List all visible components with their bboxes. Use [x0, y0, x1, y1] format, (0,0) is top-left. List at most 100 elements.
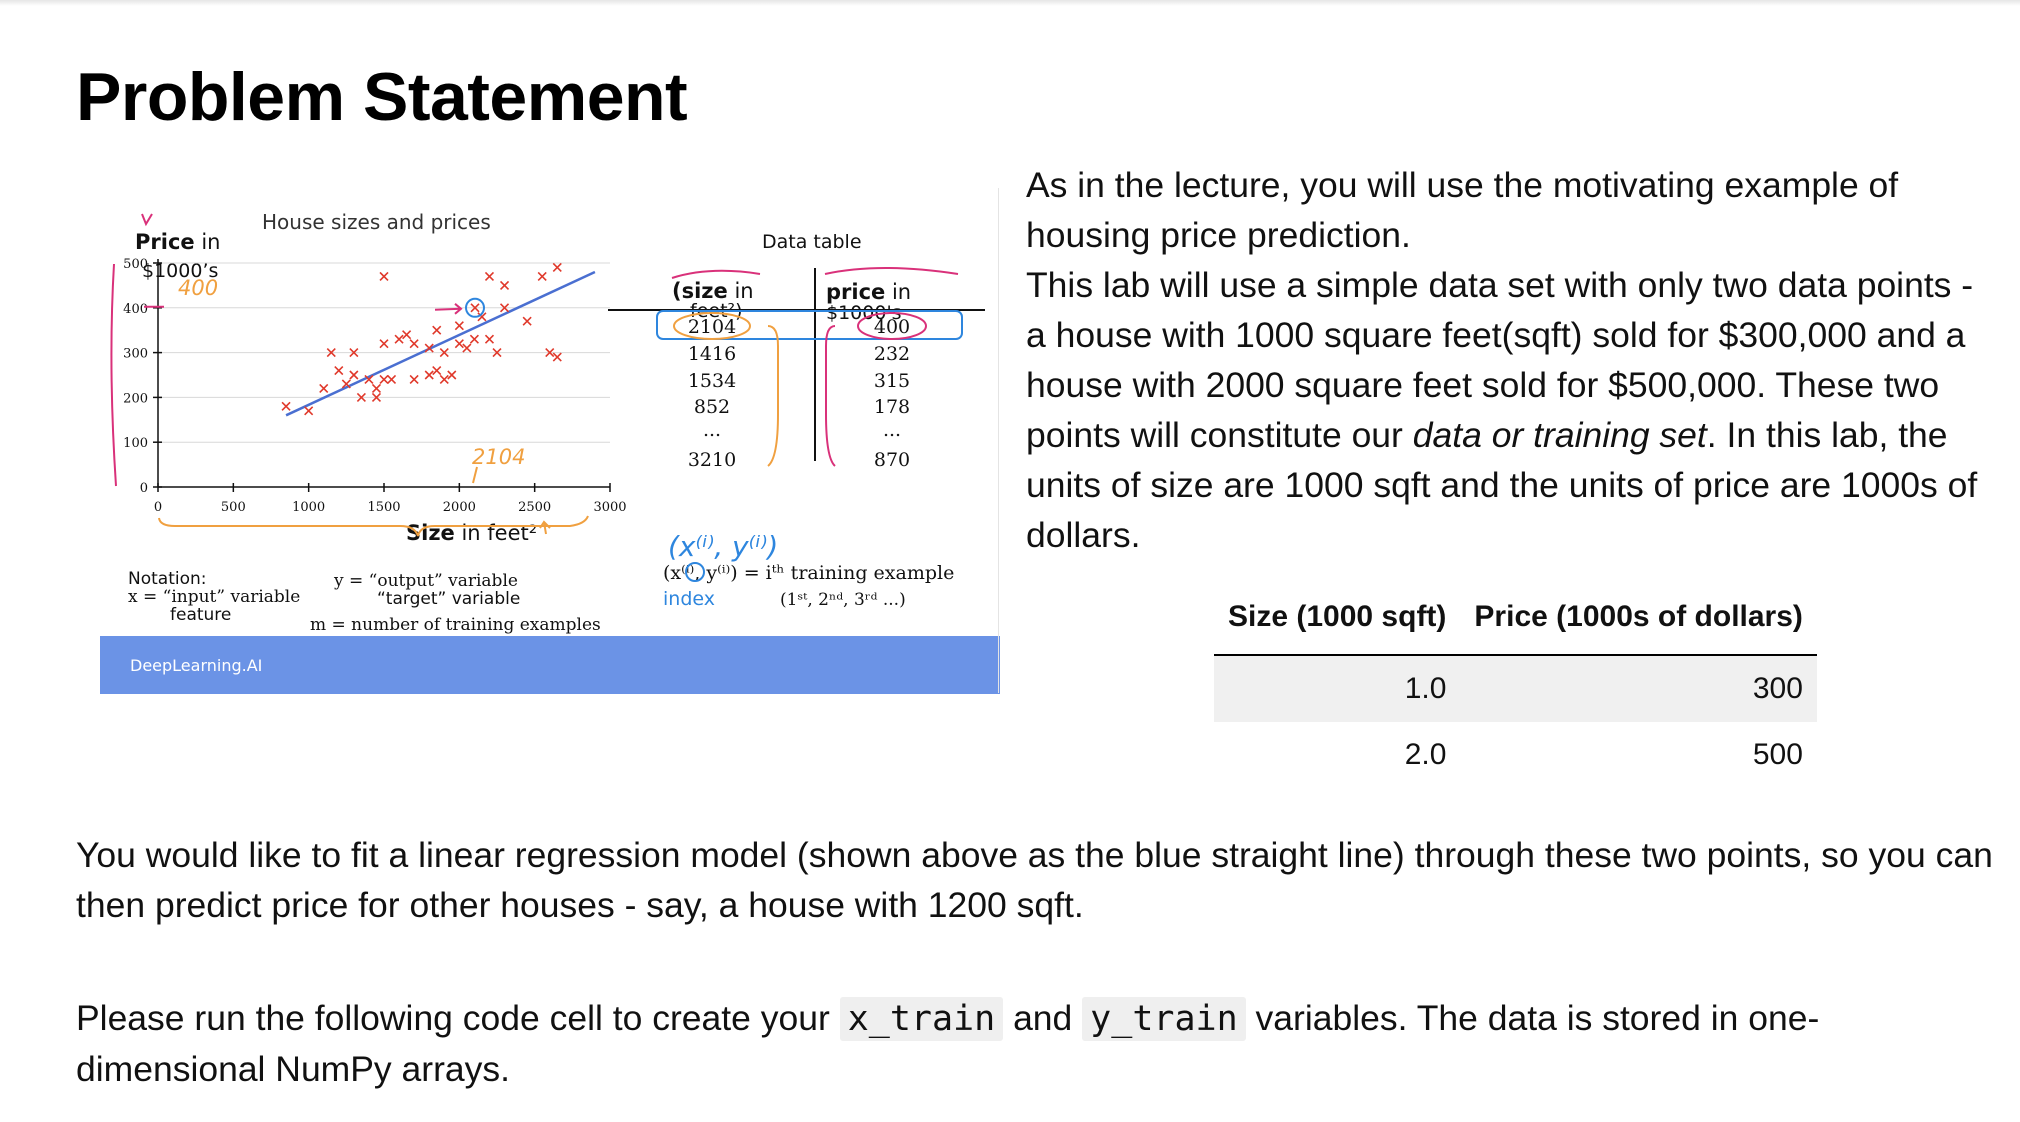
data-point — [379, 374, 389, 385]
data-point — [499, 280, 510, 290]
data-point — [371, 383, 382, 394]
data-point — [281, 401, 291, 411]
data-point — [492, 348, 502, 358]
y-tick-label: 200 — [123, 391, 148, 406]
hand-mark-x2104 — [472, 466, 478, 484]
data-point — [499, 303, 510, 313]
data-point — [304, 406, 314, 416]
x-tick-label: 2500 — [518, 500, 551, 515]
column-divider — [998, 188, 999, 693]
y-tick-label: 400 — [123, 302, 148, 317]
data-table-price-cell: 232 — [874, 343, 910, 365]
data-point — [439, 348, 449, 358]
data-table-size-cell: ... — [703, 419, 721, 441]
data-point — [349, 348, 359, 358]
y-axis-label-line2: $1000’s — [142, 260, 218, 282]
notation-ordinals: (1ˢᵗ, 2ⁿᵈ, 3ʳᵈ ...) — [780, 590, 906, 610]
data-point — [326, 348, 336, 358]
data-point — [364, 374, 374, 385]
hand-brace-prices — [825, 325, 836, 467]
hand-brace-y — [110, 263, 117, 487]
notation-m: m = number of training examples — [310, 615, 601, 635]
y-tick-label: 500 — [123, 257, 148, 272]
x-tick-label: 1000 — [292, 500, 325, 515]
data-table-size-cell: 3210 — [688, 449, 736, 471]
table-header-row: Size (1000 sqft) Price (1000s of dollars… — [1214, 600, 1817, 656]
data-point — [522, 316, 532, 326]
x-tick-label: 0 — [154, 500, 162, 515]
highlighted-point — [470, 303, 480, 313]
data-point — [334, 365, 344, 376]
data-table-size-cell: 2104 — [688, 316, 736, 338]
notation-x: x = “input” variable — [128, 587, 300, 607]
x-tick-label: 500 — [221, 500, 246, 515]
data-point — [409, 374, 419, 385]
notation-y-target: “target” variable — [377, 589, 520, 609]
hand-highlight-row — [656, 310, 963, 340]
table-cell-price: 500 — [1752, 738, 1803, 771]
deeplearning-logo: DeepLearning.AI — [130, 656, 263, 675]
slide-footer-bar: DeepLearning.AI — [100, 636, 1000, 694]
training-data-table: Size (1000 sqft) Price (1000s of dollars… — [1214, 600, 1817, 788]
data-point — [394, 334, 404, 344]
data-table-values: 2104 1416 1534 852... 3210 400 232 315 178... 870 — [688, 316, 910, 471]
data-point — [424, 343, 434, 353]
notation-y: y = “output” variable — [333, 571, 518, 591]
data-table-size-cell: 852 — [694, 396, 730, 418]
y-tick-label: 300 — [123, 347, 148, 362]
notation-pair: (x⁽ⁱ⁾, y⁽ⁱ⁾) = iᵗʰ training example — [663, 562, 954, 584]
hand-circle-index — [685, 562, 705, 582]
intro-paragraph-1: As in the lecture, you will use the moti… — [1026, 165, 1899, 255]
data-table-size-cell: 1416 — [688, 343, 736, 365]
data-point — [484, 271, 495, 282]
top-shadow — [0, 0, 2020, 6]
table-row: 1.0 300 — [1214, 655, 1817, 722]
hand-brace-sizes — [767, 325, 779, 467]
x-axis-label: Size in feet² — [406, 521, 537, 545]
data-point — [379, 339, 389, 349]
hand-arrow-up — [539, 520, 551, 535]
hand-pair-notation: (x⁽ⁱ⁾, y⁽ⁱ⁾) — [668, 530, 778, 563]
data-point — [409, 339, 419, 349]
data-point — [439, 374, 449, 385]
data-point — [537, 271, 547, 282]
table-row: 2.0 500 — [1214, 722, 1817, 788]
x-tick-label: 1500 — [367, 500, 400, 515]
slide-figure: House sizes and prices Price in $1000’s … — [110, 210, 985, 635]
data-point — [349, 370, 359, 380]
notation-header: Notation: — [128, 569, 207, 589]
data-point — [552, 262, 562, 273]
data-point — [371, 392, 382, 402]
fit-paragraph: You would like to fit a linear regressio… — [76, 835, 1993, 925]
data-table-title: Data table — [762, 231, 862, 253]
data-table-price-cell: 870 — [874, 449, 910, 471]
table-cell-size: 1.0 — [1214, 655, 1461, 722]
data-point — [454, 339, 464, 349]
data-point — [545, 348, 555, 358]
data-point — [341, 379, 351, 389]
hand-arrow-down — [141, 213, 153, 227]
data-point — [447, 370, 457, 380]
run-code-paragraph: Please run the following code cell to cr… — [76, 997, 1820, 1089]
chart-title: House sizes and prices — [262, 210, 491, 234]
y-axis-label: Price in — [135, 230, 220, 254]
hand-arrow-to-point — [434, 303, 463, 315]
hand-underline-price — [824, 267, 959, 275]
table-cell-size: 2.0 — [1404, 738, 1447, 771]
lecture-slide-image: House sizes and prices Price in $1000’s … — [100, 186, 1000, 694]
table-header-price: Price (1000s of dollars) — [1460, 600, 1817, 656]
data-point — [386, 374, 397, 385]
data-table-price-cell: 178 — [874, 396, 910, 418]
hand-size-2104: 2104 — [472, 445, 525, 469]
data-point — [462, 343, 472, 353]
data-point — [424, 370, 434, 380]
data-table-col2-header: price in — [826, 280, 911, 304]
hand-circle-price — [857, 312, 927, 340]
inline-code-x-train: x_train — [839, 997, 1004, 1041]
highlighted-point-circle — [465, 297, 486, 318]
inline-code-y-train: y_train — [1082, 997, 1246, 1041]
intro-paragraph-2: This lab will use a simple data set with… — [1026, 265, 1978, 555]
x-tick-label: 2000 — [443, 500, 476, 515]
intro-emphasis: data or training set — [1412, 415, 1707, 455]
hand-brace-x — [158, 515, 589, 537]
